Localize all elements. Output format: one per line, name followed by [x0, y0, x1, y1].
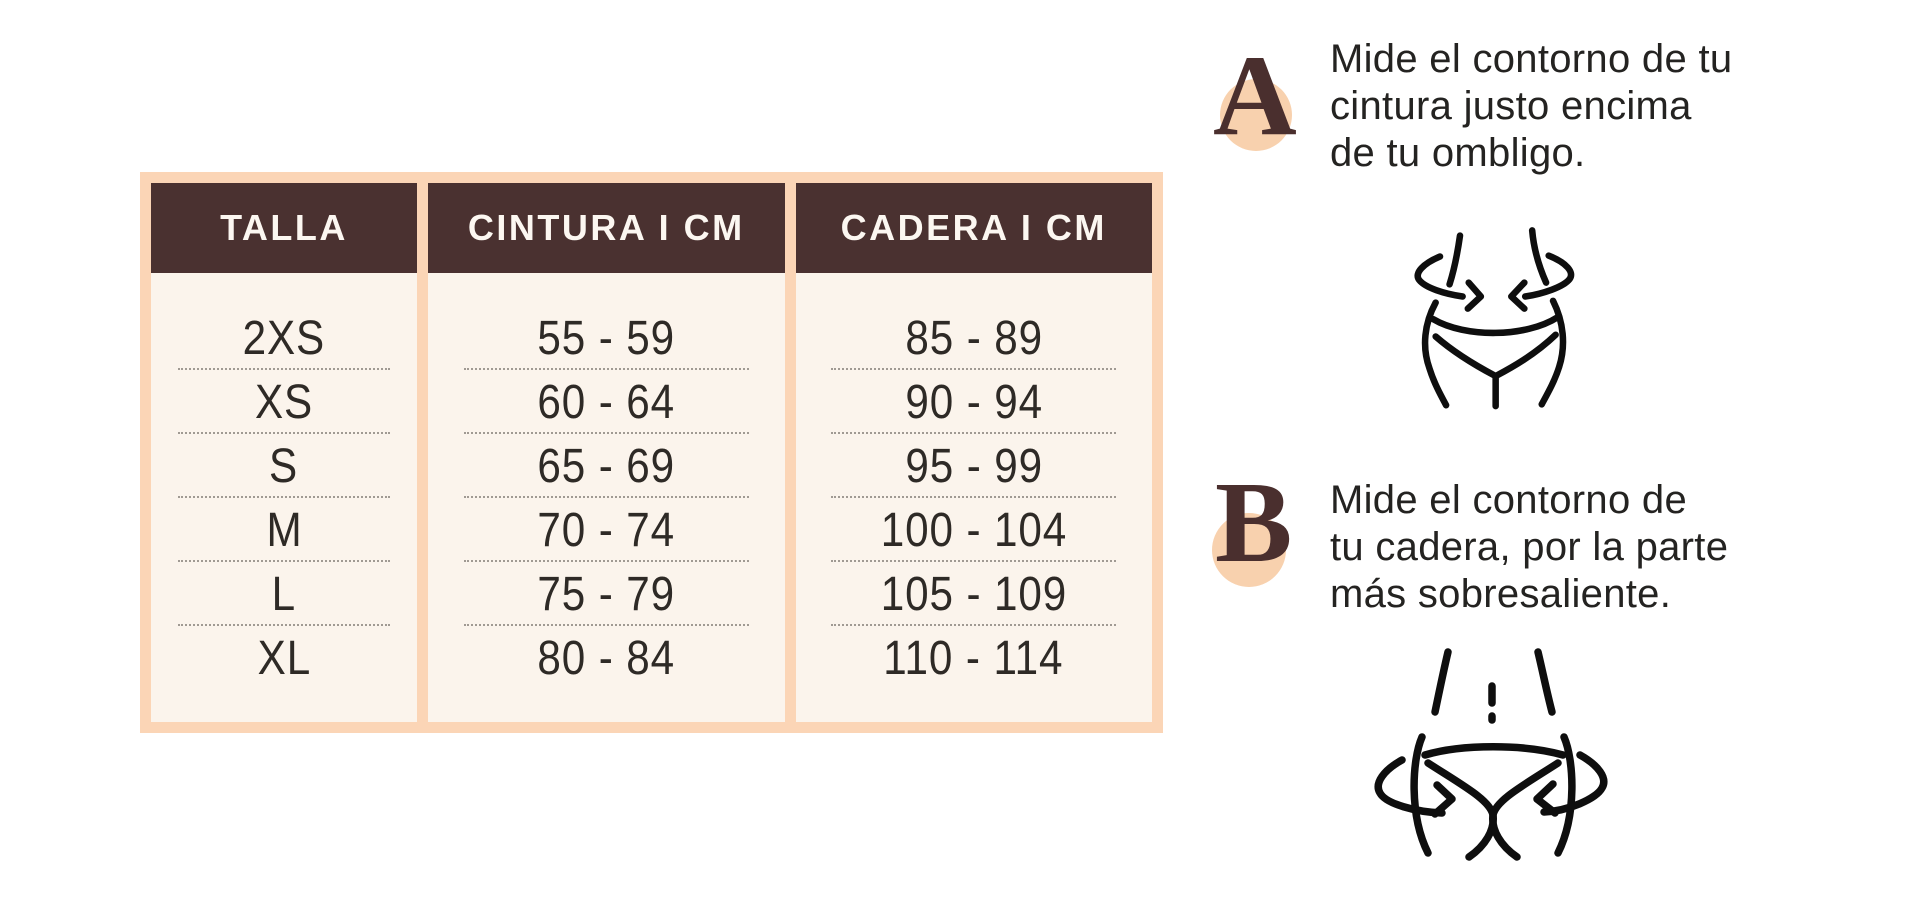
size-cell: M: [151, 498, 417, 562]
instruction-line: tu cadera, por la parte: [1330, 525, 1729, 569]
column-cintura: CINTURA I CM 55 - 59 60 - 64 65 - 69 70 …: [428, 183, 785, 722]
instruction-line: Mide el contorno de: [1330, 478, 1688, 522]
badge-circle: [1220, 79, 1292, 151]
waist-range-cell: 55 - 59: [428, 306, 785, 370]
step-a-instruction-text: Mide el contorno de tu cintura justo enc…: [1330, 36, 1810, 177]
column-cadera: CADERA I CM 85 - 89 90 - 94 95 - 99 100 …: [795, 183, 1153, 722]
column-header-talla: TALLA: [151, 183, 417, 273]
hip-range-cell: 110 - 114: [883, 631, 1064, 685]
column-body-talla: 2XS XS S M L XL: [151, 273, 417, 722]
step-b-badge: B: [1211, 465, 1303, 587]
waist-range-cell: 65 - 69: [428, 434, 785, 498]
step-b-letter: B: [1215, 459, 1293, 587]
instruction-line: de tu ombligo.: [1330, 131, 1586, 175]
size-cell: S: [151, 434, 417, 498]
step-a-badge: A: [1211, 38, 1303, 154]
waist-range-cell: 75 - 79: [428, 562, 785, 626]
hips-measure-back-icon: [1374, 648, 1608, 861]
instruction-line: cintura justo encima: [1330, 84, 1692, 128]
column-body-cadera: 85 - 89 90 - 94 95 - 99 100 - 104 105 - …: [795, 273, 1153, 722]
column-talla: TALLA 2XS XS S M L XL: [151, 183, 417, 722]
waist-measure-front-icon: [1414, 227, 1575, 410]
step-b-instruction-text: Mide el contorno de tu cadera, por la pa…: [1330, 477, 1810, 618]
hip-range-cell: 85 - 89: [796, 306, 1153, 370]
instruction-line: más sobresaliente.: [1330, 572, 1672, 616]
size-cell: XS: [151, 370, 417, 434]
instruction-line: Mide el contorno de tu: [1330, 37, 1733, 81]
waist-range-cell: 60 - 64: [428, 370, 785, 434]
column-header-cadera: CADERA I CM: [795, 183, 1152, 273]
size-table: TALLA 2XS XS S M L XL CINTURA I CM 55 - …: [140, 172, 1163, 733]
size-cell: XL: [257, 631, 311, 685]
hip-range-cell: 105 - 109: [796, 562, 1153, 626]
column-header-cintura: CINTURA I CM: [428, 183, 785, 273]
hip-range-cell: 100 - 104: [796, 498, 1153, 562]
size-cell: 2XS: [151, 306, 417, 370]
waist-range-cell: 80 - 84: [537, 631, 676, 685]
waist-range-cell: 70 - 74: [428, 498, 785, 562]
column-body-cintura: 55 - 59 60 - 64 65 - 69 70 - 74 75 - 79 …: [428, 273, 785, 722]
size-cell: L: [151, 562, 417, 626]
hip-range-cell: 90 - 94: [796, 370, 1153, 434]
badge-circle: [1212, 513, 1286, 587]
step-a-letter: A: [1213, 32, 1297, 160]
hip-range-cell: 95 - 99: [796, 434, 1153, 498]
